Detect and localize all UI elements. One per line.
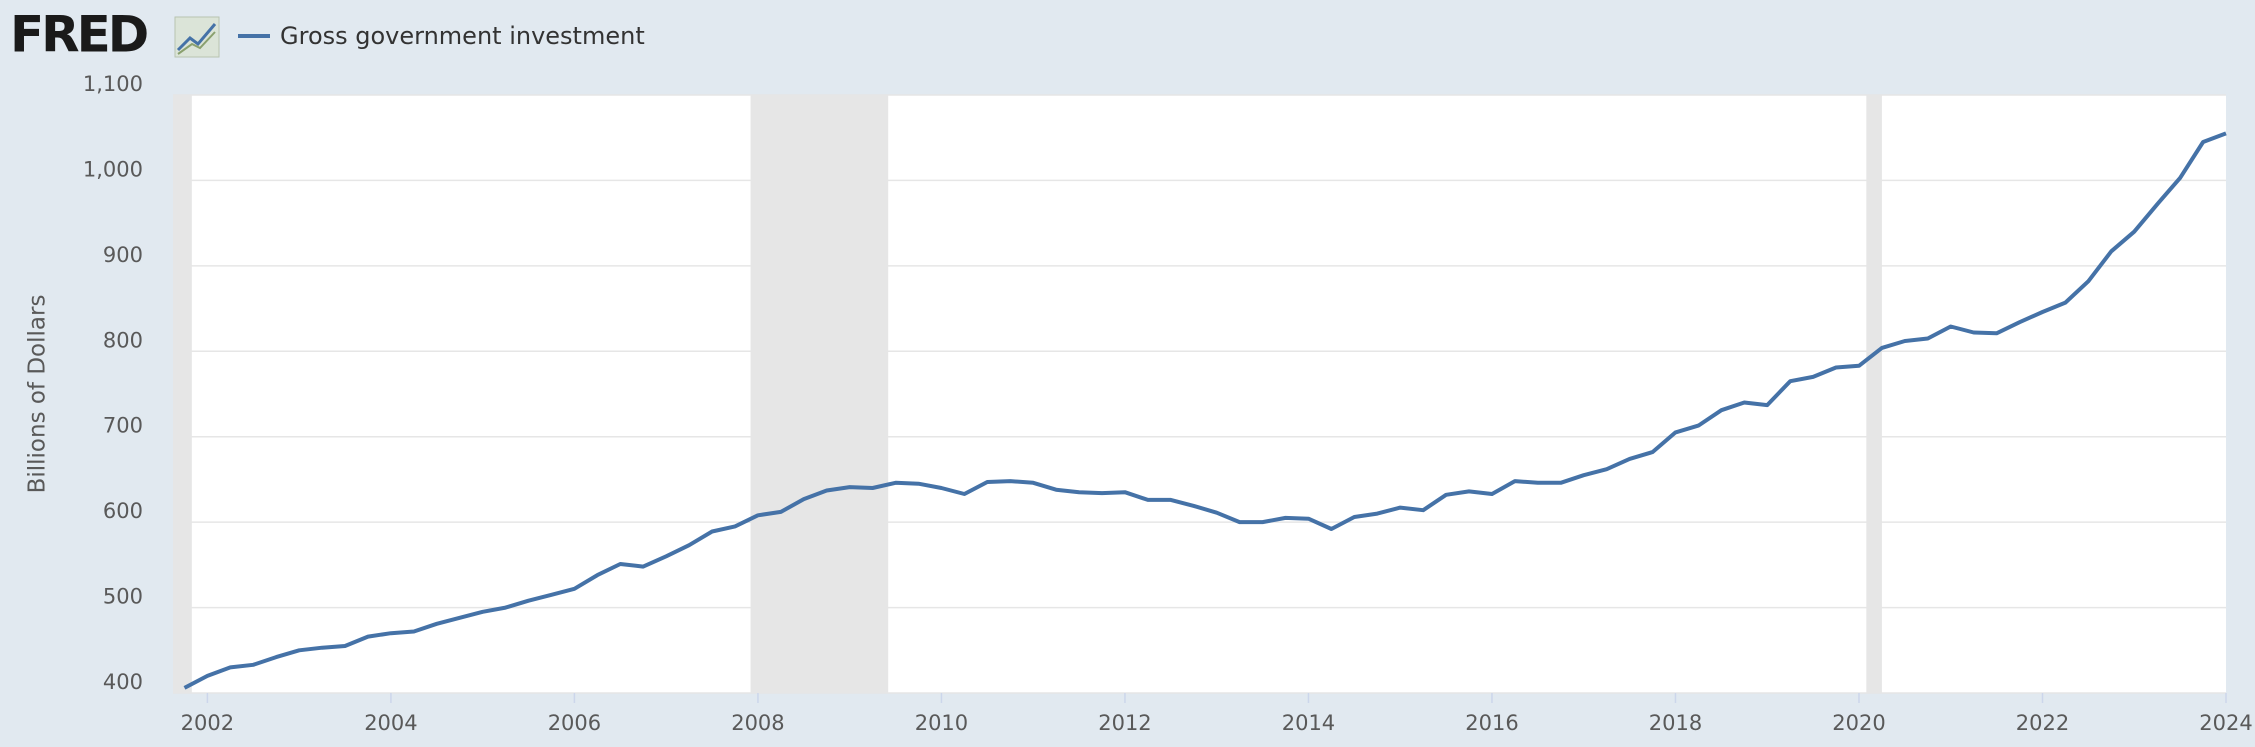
x-tick-label: 2012	[1098, 711, 1151, 735]
x-tick-label: 2018	[1649, 711, 1702, 735]
x-tick-label: 2006	[548, 711, 601, 735]
x-tick-label: 2008	[731, 711, 784, 735]
logo[interactable]: FRED	[10, 6, 150, 64]
data-line	[183, 131, 2227, 690]
y-axis-label: Billions of Dollars	[25, 295, 51, 494]
plot-area	[173, 95, 2226, 693]
y-tick-label: 1,100	[83, 72, 143, 96]
x-tick-label: 2002	[181, 711, 234, 735]
x-tick-label: 2016	[1465, 711, 1518, 735]
x-tick-label: 2024	[2199, 711, 2252, 735]
recession-band	[1866, 95, 1882, 693]
x-tick-label: 2022	[2016, 711, 2069, 735]
y-tick-label: 500	[103, 585, 143, 609]
x-tick-label: 2014	[1282, 711, 1335, 735]
y-tick-label: 700	[103, 414, 143, 438]
y-tick-label: 600	[103, 499, 143, 523]
logo-icon	[174, 16, 220, 58]
y-tick-label: 900	[103, 243, 143, 267]
recession-band	[173, 95, 192, 693]
y-tick-label: 400	[103, 670, 143, 694]
y-tick-label: 800	[103, 328, 143, 352]
x-tick-label: 2004	[364, 711, 417, 735]
recession-band	[750, 95, 889, 693]
legend-label: Gross government investment	[280, 22, 645, 50]
x-tick-label: 2010	[915, 711, 968, 735]
x-tick-label: 2020	[1832, 711, 1885, 735]
y-tick-label: 1,000	[83, 157, 143, 181]
